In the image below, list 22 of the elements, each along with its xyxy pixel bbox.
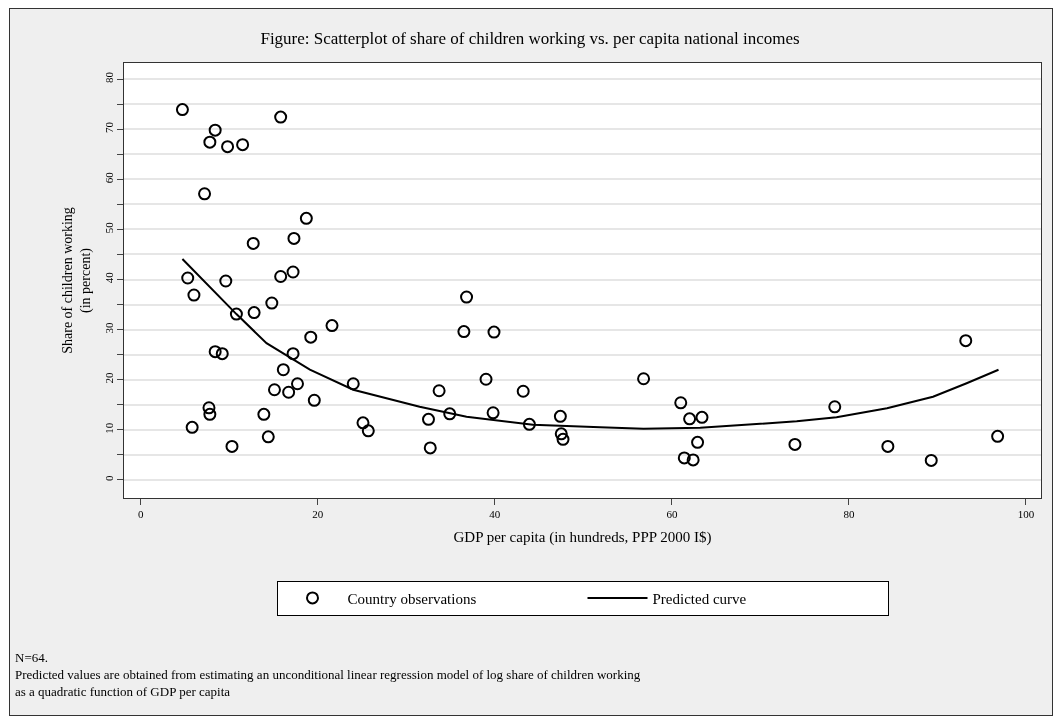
text: N=64. [15,650,48,665]
y-tick-label: 10 [102,422,115,434]
text: Predicted values are obtained from estimating an unconditional linear regression model of log share of children working as a quadratic function of GDP per capita [15,667,641,699]
x-tick-label: 80 [843,508,855,521]
y-tick-label: 30 [102,321,115,334]
y-tick-label: 60 [102,171,115,184]
y-tick-label: 70 [102,121,115,133]
legend-label: Predicted curve [652,590,747,607]
y-tick-label: 50 [102,221,115,234]
x-axis-title: GDP per capita (in hundreds, PPP 2000 I$) [453,529,712,547]
y-axis-title: Share of children working (in percent) [60,207,95,354]
y-tick-label: 40 [102,271,115,284]
x-tick-label: 20 [312,508,324,521]
y-tick-label: 0 [102,475,115,482]
x-tick-label: 60 [666,508,678,521]
x-tick-label: 0 [138,508,145,521]
y-tick-label: 80 [102,71,115,83]
y-tick-label: 20 [102,372,115,384]
chart-title: Figure: Scatterplot of share of children working vs. per capita national incomes [260,29,800,49]
x-tick-label: 40 [489,508,501,521]
x-tick-label: 100 [1017,508,1035,521]
legend-label: Country observations [347,590,477,607]
